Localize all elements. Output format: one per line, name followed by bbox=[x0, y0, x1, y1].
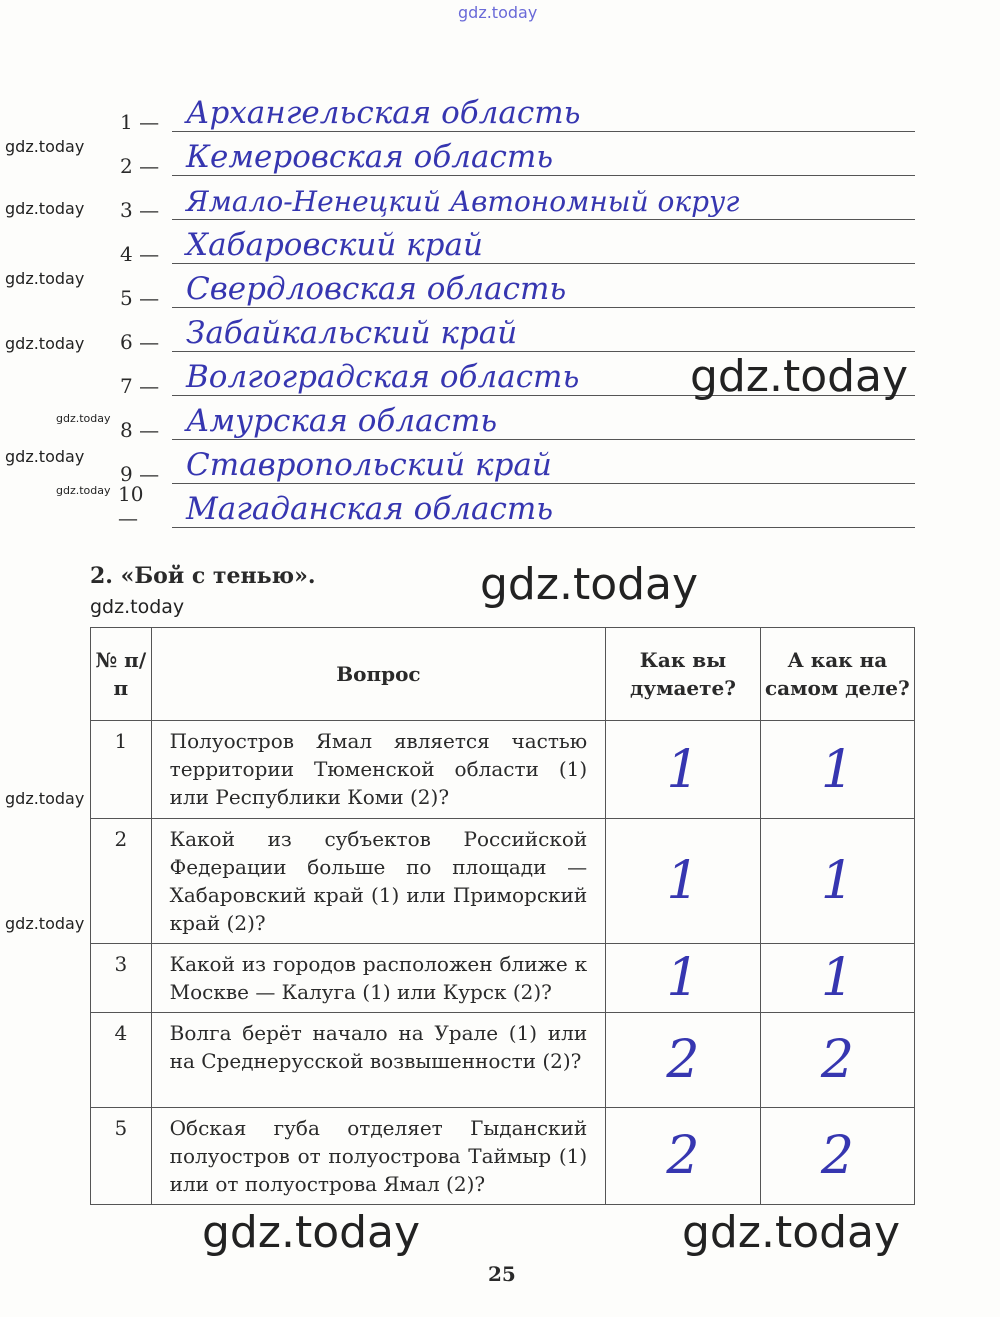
watermark: gdz.today bbox=[5, 269, 85, 288]
item-number: 2 — bbox=[120, 154, 160, 178]
handwritten-answer: Свердловская область bbox=[186, 270, 567, 307]
row-number: 3 bbox=[90, 943, 152, 1013]
question-text: Какой из городов расположен ближе к Моск… bbox=[150, 943, 607, 1013]
item-number: 8 — bbox=[120, 418, 160, 442]
handwritten-answer: Ямало-Ненецкий Автономный округ bbox=[186, 185, 740, 219]
guess-answer: 1 bbox=[605, 943, 761, 1013]
item-number: 10 — bbox=[118, 482, 144, 530]
guess-answer: 2 bbox=[605, 1012, 761, 1108]
rule-line bbox=[172, 219, 915, 220]
rule-line bbox=[172, 483, 915, 484]
watermark: gdz.today bbox=[56, 412, 111, 425]
watermark: gdz.today bbox=[56, 484, 111, 497]
page-number: 25 bbox=[488, 1262, 516, 1286]
row-number: 5 bbox=[90, 1107, 152, 1205]
item-number: 9 — bbox=[120, 462, 160, 486]
answer-line: 6 — Забайкальский край bbox=[120, 310, 915, 354]
item-number: 5 — bbox=[120, 286, 160, 310]
watermark: gdz.today bbox=[202, 1207, 421, 1258]
watermark: gdz.today bbox=[5, 789, 85, 808]
item-number: 3 — bbox=[120, 198, 160, 222]
answer-line: 9 — Ставропольский край bbox=[120, 442, 915, 486]
handwritten-answer: Волгоградская область bbox=[186, 358, 580, 395]
answer-line: 3 — Ямало-Ненецкий Автономный округ bbox=[120, 178, 915, 222]
question-text: Какой из субъектов Российской Федерации … bbox=[150, 818, 607, 944]
table-row: 5 Обская губа отделяет Гыданский полуостр… bbox=[90, 1107, 916, 1205]
rule-line bbox=[172, 131, 915, 132]
watermark: gdz.today bbox=[5, 914, 85, 933]
answer-line: 1 — Архангельская область bbox=[120, 90, 915, 134]
table-header-row: № п/п Вопрос Как вы думаете? А как на са… bbox=[90, 627, 916, 721]
rule-line bbox=[172, 439, 915, 440]
watermark: gdz.today bbox=[480, 559, 699, 610]
actual-answer: 2 bbox=[759, 1012, 916, 1108]
header-actual: А как на самом деле? bbox=[759, 627, 916, 721]
question-text: Волга берёт начало на Урале (1) или на С… bbox=[150, 1012, 607, 1108]
guess-answer: 1 bbox=[605, 720, 761, 819]
handwritten-answer: Кемеровская область bbox=[186, 138, 554, 175]
answer-line: 7 — Волгоградская область bbox=[120, 354, 915, 398]
task-title: 2. «Бой с тенью». bbox=[90, 563, 316, 589]
row-number: 2 bbox=[90, 818, 152, 944]
handwritten-answer: Ставропольский край bbox=[186, 446, 552, 483]
rule-line bbox=[172, 307, 915, 308]
item-number: 4 — bbox=[120, 242, 160, 266]
watermark: gdz.today bbox=[682, 1207, 901, 1258]
answer-line: 2 — Кемеровская область bbox=[120, 134, 915, 178]
item-number: 6 — bbox=[120, 330, 160, 354]
answer-line: 4 — Хабаровский край bbox=[120, 222, 915, 266]
handwritten-answer: Амурская область bbox=[186, 402, 498, 439]
table-row: 3 Какой из городов расположен ближе к Мос… bbox=[90, 943, 916, 1013]
item-number: 7 — bbox=[120, 374, 160, 398]
actual-answer: 1 bbox=[759, 720, 916, 819]
actual-answer: 2 bbox=[759, 1107, 916, 1205]
question-text: Обская губа отделяет Гыданский полуостро… bbox=[150, 1107, 607, 1205]
handwritten-answer: Хабаровский край bbox=[186, 226, 483, 263]
handwritten-answer: Забайкальский край bbox=[186, 314, 518, 351]
watermark: gdz.today bbox=[5, 199, 85, 218]
watermark: gdz.today bbox=[90, 596, 185, 618]
actual-answer: 1 bbox=[759, 818, 916, 944]
row-number: 1 bbox=[90, 720, 152, 819]
watermark: gdz.today bbox=[458, 3, 538, 22]
guess-answer: 1 bbox=[605, 818, 761, 944]
item-number: 1 — bbox=[120, 110, 160, 134]
table-row: 1 Полуостров Ямал является частью террито… bbox=[90, 720, 916, 819]
rule-line bbox=[172, 395, 915, 396]
table-row: 4 Волга берёт начало на Урале (1) или на … bbox=[90, 1012, 916, 1108]
answer-line: 8 — Амурская область bbox=[120, 398, 915, 442]
rule-line bbox=[172, 351, 915, 352]
header-guess: Как вы думаете? bbox=[605, 627, 761, 721]
question-text: Полуостров Ямал является частью территор… bbox=[150, 720, 607, 819]
watermark: gdz.today bbox=[5, 334, 85, 353]
answer-line: 10 — Магаданская область bbox=[118, 482, 915, 530]
rule-line bbox=[172, 175, 915, 176]
header-question: Вопрос bbox=[150, 627, 607, 721]
header-number: № п/п bbox=[90, 627, 152, 721]
watermark: gdz.today bbox=[5, 447, 85, 466]
row-number: 4 bbox=[90, 1012, 152, 1108]
shadow-fight-table: № п/п Вопрос Как вы думаете? А как на са… bbox=[90, 627, 916, 1205]
guess-answer: 2 bbox=[605, 1107, 761, 1205]
handwritten-answer: Архангельская область bbox=[186, 94, 581, 131]
watermark: gdz.today bbox=[5, 137, 85, 156]
rule-line bbox=[172, 263, 915, 264]
watermark: gdz.today bbox=[690, 351, 909, 402]
actual-answer: 1 bbox=[759, 943, 916, 1013]
handwritten-answer: Магаданская область bbox=[186, 490, 554, 527]
table-row: 2 Какой из субъектов Российской Федерации… bbox=[90, 818, 916, 944]
rule-line bbox=[172, 527, 915, 528]
answer-line: 5 — Свердловская область bbox=[120, 266, 915, 310]
